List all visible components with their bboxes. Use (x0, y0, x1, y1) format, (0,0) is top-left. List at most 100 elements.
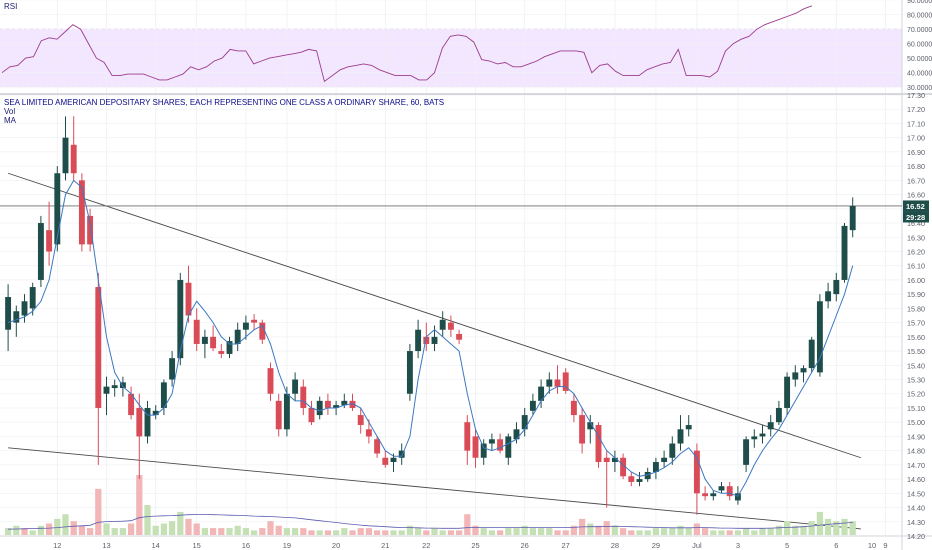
candle-body (144, 407, 151, 437)
candle (595, 422, 602, 468)
candle (136, 393, 143, 480)
candle-body (710, 493, 717, 497)
candle-body (734, 493, 741, 501)
volume-bar (119, 528, 127, 535)
price-tick-label: 15.10 (907, 404, 925, 413)
volume-bar (734, 530, 742, 535)
candle (718, 481, 725, 494)
candle-body (570, 400, 577, 416)
price-tick-label: 16.20 (907, 247, 925, 256)
candle (743, 436, 750, 472)
volume-bar (619, 528, 627, 535)
candle (218, 343, 225, 359)
x-tick-label: 21 (381, 541, 389, 550)
volume-bar (398, 530, 405, 535)
candle-body (275, 400, 282, 430)
candle-body (415, 329, 422, 352)
price-panel-title: SEA LIMITED AMERICAN DEPOSITARY SHARES, … (4, 98, 445, 107)
candle-body (529, 400, 536, 411)
volume-bar (808, 521, 815, 535)
candle (275, 393, 282, 437)
rsi-tick-label: 30.0000 (907, 85, 932, 92)
candle-body (87, 215, 94, 245)
volume-bar (209, 528, 217, 535)
volume-bar (373, 530, 381, 535)
candle-body (283, 393, 290, 430)
candle (406, 343, 413, 401)
candle (234, 322, 241, 352)
rsi-tick-label: 70.0000 (907, 27, 932, 34)
candle (29, 282, 36, 316)
candle-body (13, 311, 20, 323)
candle-body (841, 225, 848, 280)
volume-bar (554, 530, 561, 535)
candle (546, 372, 553, 394)
volume-bar (160, 523, 168, 535)
candle-body (767, 422, 774, 430)
candle (365, 419, 372, 444)
candle-body (579, 415, 586, 444)
volume-bar (341, 528, 348, 535)
candle (382, 450, 389, 468)
candle (62, 116, 69, 181)
candle (767, 415, 774, 437)
rsi-tick-label: 60.0000 (907, 42, 932, 49)
candle (841, 223, 848, 283)
volume-bar (365, 528, 373, 535)
volume-bar (414, 528, 422, 535)
rsi-line (1, 5, 813, 83)
price-tick-label: 15.50 (907, 347, 925, 356)
volume-bar (136, 475, 143, 535)
x-tick-label: 27 (562, 541, 570, 550)
volume-bar (816, 511, 824, 535)
candle-body (546, 379, 553, 387)
price-tick-label: 15.60 (907, 333, 925, 342)
price-tick-label: 15.00 (907, 418, 925, 427)
candle-body (800, 368, 807, 373)
price-tick-label: 14.40 (907, 504, 925, 513)
candle-body (669, 443, 676, 458)
volume-bar (103, 523, 110, 535)
candle (316, 396, 323, 420)
candle-body (636, 479, 643, 482)
candle-body (242, 322, 249, 330)
candle (447, 315, 454, 337)
candle-body (661, 457, 668, 463)
volume-bar (382, 530, 389, 535)
volume-bar (652, 528, 660, 535)
candle-body (54, 173, 61, 245)
price-tick-label: 14.60 (907, 475, 925, 484)
x-tick-label: 19 (283, 541, 291, 550)
candle (439, 311, 446, 337)
candle-body (62, 137, 69, 174)
candle-body (210, 336, 217, 349)
x-tick-label: 26 (521, 541, 529, 550)
candle (726, 481, 733, 501)
candle (800, 365, 807, 383)
volume-bar (849, 521, 856, 535)
volume-bar (406, 525, 414, 535)
candle (570, 393, 577, 423)
volume-bar (496, 530, 504, 535)
volume-bar (78, 525, 86, 535)
candle (193, 308, 200, 352)
candle-body (792, 372, 799, 380)
x-tick-label: 25 (471, 541, 479, 550)
candle-body (521, 415, 528, 430)
volume-bar (644, 530, 651, 535)
volume-bar (201, 528, 209, 535)
volume-bar (464, 514, 471, 535)
candle-body (169, 358, 176, 380)
candle-body (128, 393, 135, 416)
ma-line (7, 179, 854, 497)
trendline-1 (7, 172, 862, 459)
volume-bar (636, 530, 643, 535)
candle (808, 336, 815, 373)
volume-bar (537, 528, 545, 535)
candle (513, 422, 520, 444)
volume-bar (37, 525, 45, 535)
candle-body (784, 376, 791, 408)
candle-body (234, 329, 241, 344)
candle (374, 436, 381, 458)
candle-body (341, 400, 348, 406)
